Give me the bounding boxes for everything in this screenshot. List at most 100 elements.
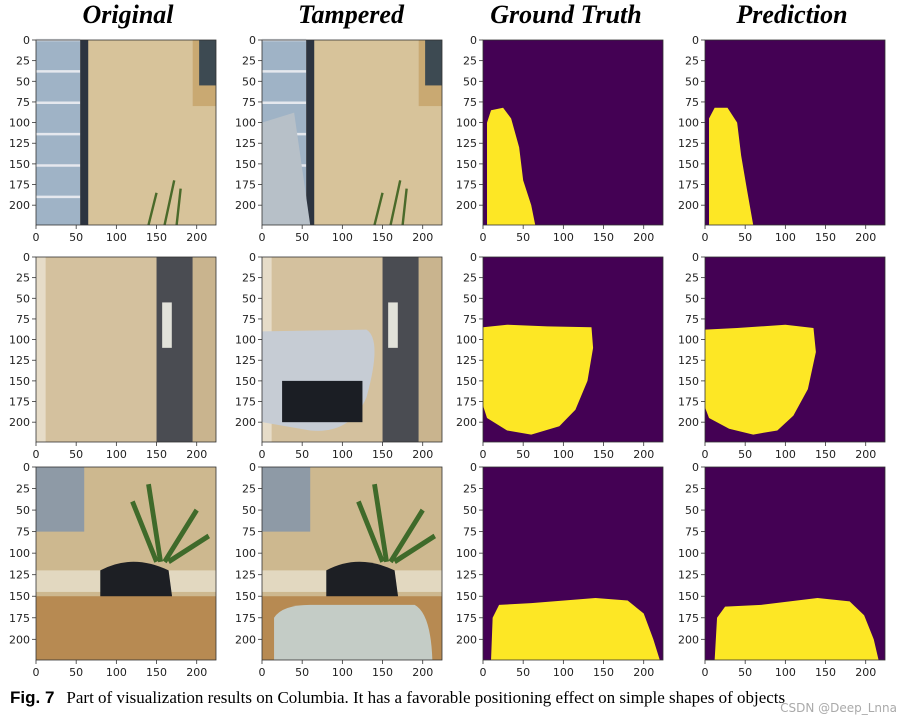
x-tick-label: 100: [775, 666, 796, 679]
door-edge: [192, 257, 216, 442]
y-tick-label: 150: [9, 158, 30, 171]
door: [156, 257, 193, 442]
image-panel: [705, 40, 885, 225]
x-tick-label: 50: [69, 666, 83, 679]
y-tick-label: 200: [235, 416, 256, 429]
y-tick-label: 175: [456, 612, 477, 625]
y-tick-label: 0: [249, 251, 256, 264]
y-tick-label: 75: [685, 526, 699, 539]
plant: [373, 180, 408, 226]
y-tick-label: 100: [456, 547, 477, 560]
y-tick-label: 100: [235, 117, 256, 130]
y-tick-label: 150: [9, 590, 30, 603]
y-tick-label: 50: [685, 292, 699, 305]
y-tick-label: 50: [16, 292, 30, 305]
column-title: Prediction: [735, 0, 847, 29]
y-tick-label: 100: [235, 547, 256, 560]
table: [36, 596, 216, 660]
sign-glass: [199, 40, 216, 86]
y-tick-label: 50: [16, 75, 30, 88]
y-tick-label: 200: [235, 633, 256, 646]
y-tick-label: 25: [463, 272, 477, 285]
door-edge: [418, 257, 442, 442]
y-tick-label: 175: [9, 179, 30, 192]
y-tick-label: 150: [678, 375, 699, 388]
window: [262, 467, 311, 532]
x-tick-label: 0: [259, 666, 266, 679]
x-tick-label: 200: [412, 231, 433, 244]
y-tick-label: 0: [692, 251, 699, 264]
patch-screen: [282, 380, 363, 423]
x-tick-label: 0: [480, 666, 487, 679]
y-tick-label: 200: [456, 199, 477, 212]
x-tick-label: 50: [516, 231, 530, 244]
x-tick-label: 100: [106, 666, 127, 679]
y-tick-label: 50: [242, 75, 256, 88]
plant: [356, 483, 437, 564]
axes-frame: [482, 466, 664, 661]
y-tick-label: 125: [9, 569, 30, 582]
image-panel: [483, 467, 663, 660]
x-tick-label: 150: [593, 231, 614, 244]
x-tick-label: 150: [815, 231, 836, 244]
x-tick-label: 150: [372, 666, 393, 679]
y-tick-label: 100: [456, 117, 477, 130]
axes-frame: [261, 256, 443, 443]
mask-region: [487, 107, 536, 225]
axes-frame: [35, 39, 217, 226]
y-tick-label: 200: [9, 633, 30, 646]
y-tick-label: 0: [470, 251, 477, 264]
x-tick-label: 50: [295, 231, 309, 244]
y-tick-label: 25: [685, 55, 699, 68]
y-tick-label: 125: [456, 137, 477, 150]
y-tick-label: 50: [463, 504, 477, 517]
image-panel: [483, 257, 663, 442]
y-tick-label: 25: [16, 483, 30, 496]
x-tick-label: 150: [372, 231, 393, 244]
y-tick-label: 0: [23, 251, 30, 264]
y-tick-label: 75: [463, 313, 477, 326]
y-tick-label: 200: [456, 633, 477, 646]
y-tick-label: 25: [242, 483, 256, 496]
y-tick-label: 75: [242, 96, 256, 109]
image-panel: [36, 257, 216, 442]
axes-frame: [482, 39, 664, 226]
axes-frame: [261, 466, 443, 661]
y-tick-label: 0: [692, 34, 699, 47]
paper: [162, 302, 172, 348]
x-tick-label: 0: [480, 231, 487, 244]
y-tick-label: 175: [678, 396, 699, 409]
y-tick-label: 200: [678, 416, 699, 429]
column-title: Tampered: [298, 0, 405, 29]
y-tick-label: 75: [685, 96, 699, 109]
column-title: Ground Truth: [490, 0, 642, 29]
y-tick-label: 125: [678, 354, 699, 367]
y-tick-label: 0: [692, 461, 699, 474]
y-tick-label: 175: [678, 612, 699, 625]
image-panel: [483, 40, 663, 225]
door: [382, 257, 419, 442]
x-tick-label: 200: [186, 231, 207, 244]
x-tick-label: 100: [106, 448, 127, 461]
y-tick-label: 100: [456, 334, 477, 347]
x-tick-label: 50: [69, 448, 83, 461]
y-tick-label: 100: [678, 547, 699, 560]
y-tick-label: 150: [235, 375, 256, 388]
x-tick-label: 150: [815, 666, 836, 679]
y-tick-label: 175: [456, 179, 477, 192]
y-tick-label: 25: [685, 272, 699, 285]
x-tick-label: 100: [553, 448, 574, 461]
y-tick-label: 150: [456, 375, 477, 388]
y-tick-label: 200: [9, 199, 30, 212]
x-tick-label: 150: [593, 448, 614, 461]
y-tick-label: 125: [235, 569, 256, 582]
x-tick-label: 50: [738, 231, 752, 244]
x-tick-label: 200: [412, 448, 433, 461]
y-tick-label: 25: [16, 55, 30, 68]
x-tick-label: 200: [633, 448, 654, 461]
x-tick-label: 100: [106, 231, 127, 244]
y-tick-label: 50: [242, 292, 256, 305]
x-tick-label: 50: [295, 448, 309, 461]
x-tick-label: 100: [553, 666, 574, 679]
